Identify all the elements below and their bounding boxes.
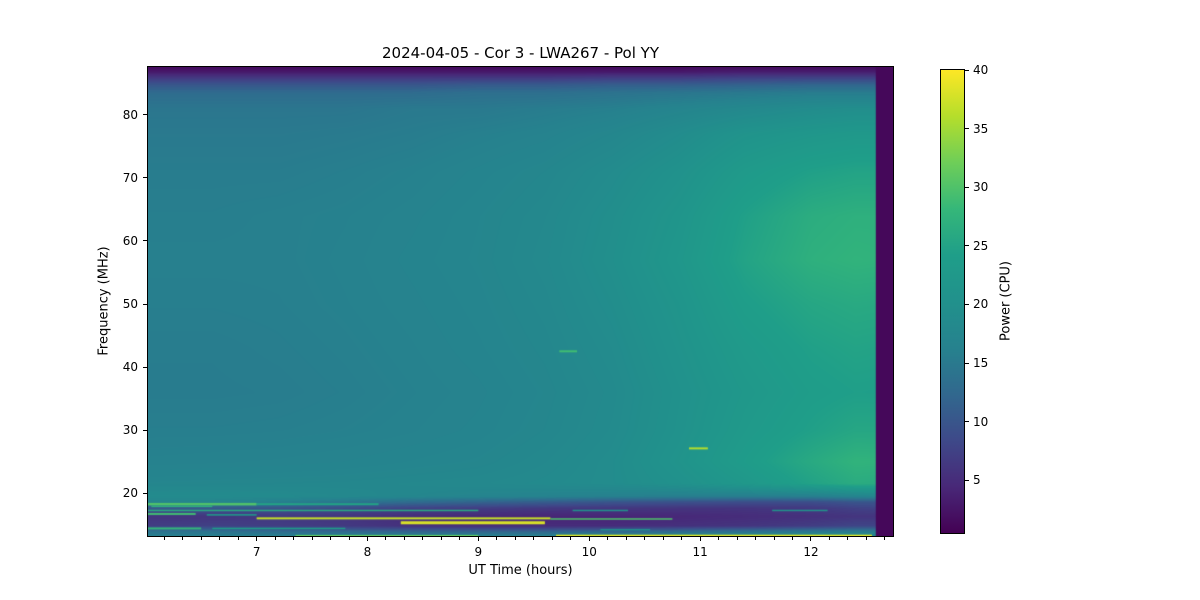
y-tick-label: 30 bbox=[122, 423, 138, 438]
x-minor-tick-mark bbox=[422, 537, 424, 540]
x-tick-mark bbox=[256, 537, 258, 541]
y-tick-label: 20 bbox=[122, 486, 138, 501]
x-minor-tick-mark bbox=[533, 537, 535, 540]
x-minor-tick-mark bbox=[570, 537, 572, 540]
colorbar-tick-mark bbox=[965, 479, 969, 481]
colorbar-tick-label: 10 bbox=[973, 414, 989, 429]
x-tick-mark bbox=[810, 537, 812, 541]
colorbar-tick-label: 30 bbox=[973, 180, 989, 195]
x-tick-mark bbox=[588, 537, 590, 541]
colorbar-tick-label: 20 bbox=[973, 297, 989, 312]
x-minor-tick-mark bbox=[662, 537, 664, 540]
x-tick-label: 11 bbox=[692, 545, 708, 559]
colorbar-tick-mark bbox=[965, 303, 969, 305]
x-minor-tick-mark bbox=[403, 537, 405, 540]
y-tick-label: 80 bbox=[122, 107, 138, 122]
x-tick-label: 10 bbox=[581, 545, 597, 559]
x-tick-mark bbox=[477, 537, 479, 541]
x-minor-tick-mark bbox=[163, 537, 165, 540]
y-tick-label: 50 bbox=[122, 297, 138, 312]
colorbar-tick-mark bbox=[965, 362, 969, 364]
x-minor-tick-mark bbox=[755, 537, 757, 540]
x-minor-tick-mark bbox=[200, 537, 202, 540]
x-minor-tick-mark bbox=[348, 537, 350, 540]
x-minor-tick-mark bbox=[865, 537, 867, 540]
x-minor-tick-mark bbox=[514, 537, 516, 540]
x-minor-tick-mark bbox=[330, 537, 332, 540]
x-minor-tick-mark bbox=[182, 537, 184, 540]
colorbar-tick-label: 40 bbox=[973, 63, 989, 77]
y-tick-mark bbox=[143, 114, 147, 116]
x-minor-tick-mark bbox=[607, 537, 609, 540]
x-minor-tick-mark bbox=[237, 537, 239, 540]
colorbar bbox=[940, 69, 965, 534]
colorbar-tick-mark bbox=[965, 186, 969, 188]
y-tick-mark bbox=[143, 429, 147, 431]
x-tick-label: 9 bbox=[474, 545, 483, 559]
colorbar-tick-label: 15 bbox=[973, 356, 989, 371]
y-tick-label: 60 bbox=[122, 233, 138, 248]
x-tick-label: 7 bbox=[252, 545, 261, 559]
x-minor-tick-mark bbox=[625, 537, 627, 540]
x-minor-tick-mark bbox=[828, 537, 830, 540]
x-minor-tick-mark bbox=[773, 537, 775, 540]
y-tick-label: 40 bbox=[122, 360, 138, 375]
colorbar-tick-mark bbox=[965, 245, 969, 247]
y-tick-mark bbox=[143, 177, 147, 179]
x-minor-tick-mark bbox=[551, 537, 553, 540]
colorbar-tick-label: 5 bbox=[973, 473, 981, 488]
colorbar-tick-label: 25 bbox=[973, 238, 989, 253]
x-minor-tick-mark bbox=[718, 537, 720, 540]
x-minor-tick-mark bbox=[274, 537, 276, 540]
colorbar-tick-mark bbox=[965, 421, 969, 423]
x-minor-tick-mark bbox=[884, 537, 886, 540]
plot-area bbox=[147, 66, 894, 537]
x-minor-tick-mark bbox=[459, 537, 461, 540]
x-tick-mark bbox=[367, 537, 368, 541]
x-minor-tick-mark bbox=[791, 537, 793, 540]
y-tick-mark bbox=[143, 366, 147, 368]
spectrogram-canvas bbox=[148, 67, 893, 536]
x-axis-label: UT Time (hours) bbox=[468, 563, 573, 578]
colorbar-tick-mark bbox=[965, 128, 969, 130]
chart-title: 2024-04-05 - Cor 3 - LWA267 - Pol YY bbox=[382, 44, 659, 62]
x-minor-tick-mark bbox=[644, 537, 646, 540]
y-tick-mark bbox=[143, 240, 147, 242]
x-minor-tick-mark bbox=[293, 537, 295, 540]
x-minor-tick-mark bbox=[440, 537, 442, 540]
x-minor-tick-mark bbox=[219, 537, 221, 540]
x-minor-tick-mark bbox=[736, 537, 738, 540]
colorbar-tick-mark bbox=[965, 69, 969, 71]
y-tick-label: 70 bbox=[122, 170, 138, 185]
colorbar-tick-label: 35 bbox=[973, 121, 989, 136]
y-tick-mark bbox=[143, 492, 147, 494]
x-tick-mark bbox=[699, 537, 701, 541]
y-tick-mark bbox=[143, 303, 147, 305]
x-minor-tick-mark bbox=[681, 537, 683, 540]
x-minor-tick-mark bbox=[385, 537, 387, 540]
x-tick-label: 8 bbox=[363, 545, 372, 559]
x-minor-tick-mark bbox=[847, 537, 849, 540]
x-minor-tick-mark bbox=[496, 537, 498, 540]
x-tick-label: 12 bbox=[803, 545, 819, 559]
x-minor-tick-mark bbox=[311, 537, 313, 540]
